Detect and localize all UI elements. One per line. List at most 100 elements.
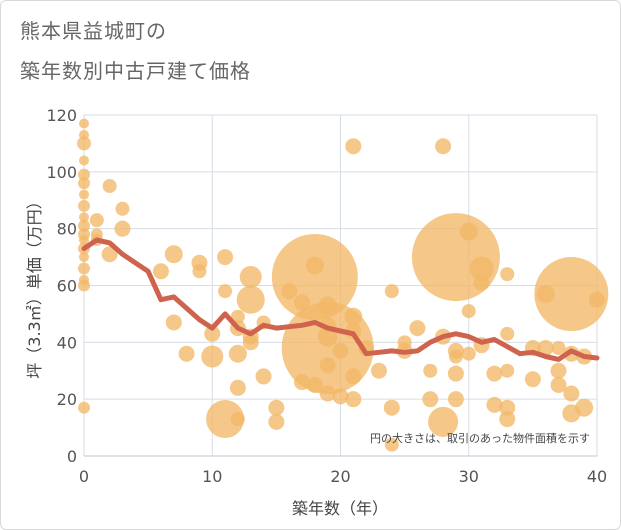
data-point (79, 252, 89, 263)
y-tick-label: 120 (46, 106, 77, 125)
data-point (165, 314, 182, 331)
data-point (563, 385, 580, 402)
data-point (204, 325, 221, 342)
y-tick-label: 60 (57, 277, 77, 296)
data-point (229, 379, 246, 396)
data-point (78, 262, 90, 275)
data-point (499, 411, 516, 428)
data-point (589, 291, 605, 308)
x-tick-label: 40 (587, 467, 607, 486)
data-point (461, 304, 476, 319)
data-point (575, 398, 594, 417)
data-point (486, 365, 503, 382)
data-point (192, 264, 207, 279)
data-point (178, 345, 195, 362)
data-point (551, 341, 566, 356)
data-point (332, 342, 349, 359)
data-point (344, 307, 363, 326)
data-point (79, 189, 89, 200)
data-point (89, 213, 104, 228)
data-point (370, 362, 387, 379)
bubble-series (77, 118, 609, 452)
data-point (422, 391, 439, 408)
data-point (319, 385, 336, 402)
data-point (534, 257, 609, 332)
data-point (447, 391, 464, 408)
chart-title-line2: 築年数別中古戸建て価格 (20, 59, 251, 83)
data-point (77, 136, 91, 151)
x-tick-label: 10 (202, 467, 222, 486)
data-point (469, 256, 494, 281)
chart-title-line1: 熊本県益城町の (20, 19, 167, 43)
y-tick-label: 100 (46, 163, 77, 182)
y-tick-label: 20 (57, 390, 77, 409)
data-point (78, 219, 90, 232)
size-note: 円の大きさは、取引のあった物件面積を示す (370, 431, 590, 445)
data-point (230, 412, 245, 427)
y-tick-label: 80 (57, 220, 77, 239)
data-point (384, 284, 399, 299)
data-point (281, 283, 298, 300)
data-point (500, 326, 515, 341)
data-point (79, 129, 89, 140)
data-point (305, 256, 324, 275)
data-point (101, 246, 118, 263)
data-point (230, 309, 245, 324)
data-point (217, 249, 234, 266)
data-point (550, 362, 567, 379)
y-tick-label: 40 (57, 333, 77, 352)
data-point (435, 138, 452, 155)
data-point (306, 376, 323, 393)
data-point (164, 245, 183, 264)
data-point (268, 399, 285, 416)
data-point (239, 265, 262, 288)
data-point (201, 345, 224, 368)
data-point (294, 374, 311, 391)
data-point (447, 365, 464, 382)
data-point (524, 371, 541, 388)
data-point (206, 400, 245, 439)
data-point (461, 346, 476, 361)
data-point (550, 376, 567, 393)
data-point (78, 401, 90, 414)
data-point (271, 233, 358, 320)
data-point (448, 349, 463, 364)
trend-line (81, 237, 600, 362)
data-point (114, 220, 131, 237)
data-point (79, 212, 89, 223)
data-point (486, 396, 503, 413)
x-tick-label: 0 (79, 467, 89, 486)
data-point (318, 296, 337, 315)
data-point (345, 368, 362, 385)
x-axis-label: 築年数（年） (292, 499, 388, 518)
data-point (79, 155, 89, 166)
data-point (428, 406, 459, 437)
data-point (499, 399, 516, 416)
data-point (409, 320, 426, 337)
data-point (79, 274, 89, 285)
data-point (79, 118, 89, 129)
data-point (79, 235, 89, 246)
data-point (536, 285, 555, 304)
data-point (423, 363, 438, 378)
data-point (255, 368, 272, 385)
data-point (383, 399, 400, 416)
data-point (397, 335, 412, 350)
data-point (268, 413, 285, 430)
x-tick-label: 20 (330, 467, 350, 486)
data-point (500, 363, 515, 378)
data-point (78, 177, 90, 190)
data-point (345, 138, 362, 155)
data-point (236, 285, 265, 314)
y-axis-label: 坪（3.3㎡）単価（万円） (25, 193, 44, 378)
axis-ticks: 0 20 40 60 80 100 120 0 10 20 30 40 (46, 106, 607, 486)
x-tick-label: 30 (459, 467, 479, 486)
data-point (345, 391, 362, 408)
data-point (294, 294, 311, 311)
data-point (78, 168, 90, 181)
data-point (102, 179, 117, 194)
data-point (332, 388, 349, 405)
y-tick-label: 0 (67, 447, 77, 466)
data-point (537, 340, 554, 357)
